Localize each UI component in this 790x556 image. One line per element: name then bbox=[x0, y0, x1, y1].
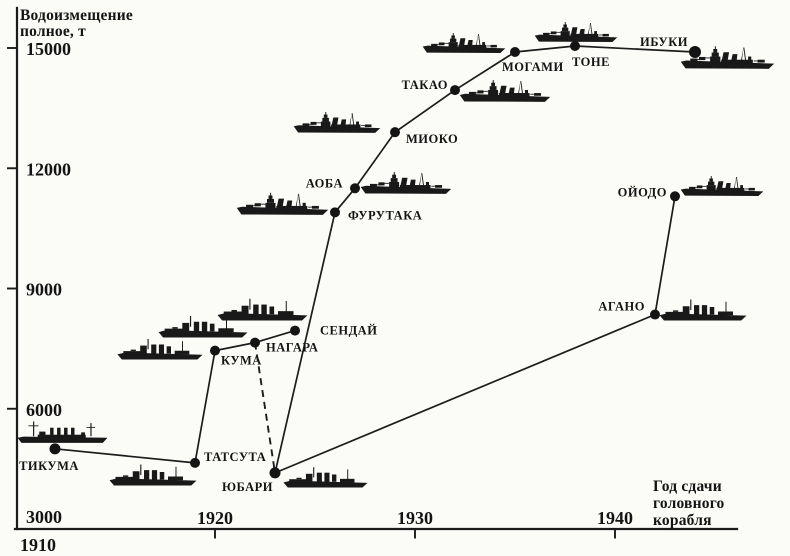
ship-silhouette-takao bbox=[459, 80, 551, 102]
point-label-nagara: НАГАРА bbox=[266, 341, 318, 355]
x-axis-title-line-2: головного bbox=[653, 495, 725, 512]
line-heavy-cruisers bbox=[274, 45, 696, 474]
point-label-yubari: ЮБАРИ bbox=[222, 480, 273, 494]
point-label-kuma: КУМА bbox=[221, 354, 262, 368]
point-dot-furutaka bbox=[330, 207, 340, 218]
point-label-furutaka: ФУРУТАКА bbox=[348, 208, 422, 222]
point-dot-mogami bbox=[510, 47, 520, 58]
ship-silhouette-yubari bbox=[283, 467, 368, 488]
x-axis-title-line-3: корабля bbox=[653, 512, 712, 529]
ships-layer bbox=[17, 22, 775, 488]
x-tick-label-1940: 1940 bbox=[597, 508, 633, 528]
axes-layer bbox=[13, 6, 739, 531]
point-dot-agano bbox=[650, 309, 660, 320]
line-early-light-cruisers bbox=[54, 329, 296, 464]
x-tick-label-1930: 1930 bbox=[397, 508, 433, 528]
point-label-aoba: АОБА bbox=[306, 176, 343, 190]
point-dot-takao bbox=[450, 85, 460, 96]
point-label-myoko: МИОКО bbox=[406, 132, 458, 146]
point-dot-aoba bbox=[350, 183, 360, 194]
point-dot-nagara bbox=[250, 337, 260, 348]
point-label-sendai: СЕНДАЙ bbox=[320, 324, 377, 338]
lines-layer bbox=[54, 45, 696, 474]
point-label-chikuma: ТИКУМА bbox=[19, 459, 79, 473]
y-axis-title-line-1: Водоизмещение bbox=[20, 7, 133, 24]
dots-layer bbox=[49, 40, 701, 479]
ship-silhouette-tone bbox=[534, 22, 618, 42]
point-label-oyodo: ОЙОДО bbox=[618, 185, 667, 199]
titles-layer: Водоизмещение полное, т Год сдачи головн… bbox=[20, 7, 725, 555]
ship-silhouette-chikuma bbox=[17, 421, 108, 443]
ship-silhouette-mogami bbox=[422, 33, 506, 53]
ship-silhouette-tatsuta bbox=[109, 464, 197, 486]
ship-silhouette-sendai bbox=[217, 298, 308, 321]
y-tick-label-15000: 15000 bbox=[26, 39, 71, 59]
y-tick-label-6000: 6000 bbox=[26, 400, 62, 420]
ship-silhouette-myoko bbox=[293, 112, 381, 133]
ship-silhouette-kuma bbox=[117, 339, 203, 360]
y-tick-label-12000: 12000 bbox=[26, 159, 71, 179]
x-origin-label: 1910 bbox=[20, 535, 56, 555]
point-dot-chikuma bbox=[49, 443, 61, 455]
y-tick-label-9000: 9000 bbox=[26, 280, 62, 300]
point-dot-kuma bbox=[210, 345, 220, 356]
ship-silhouette-furutaka bbox=[236, 192, 329, 215]
point-dot-sendai bbox=[290, 325, 300, 336]
point-label-mogami: МОГАМИ bbox=[502, 60, 564, 74]
x-axis-title-line-1: Год сдачи bbox=[653, 478, 722, 495]
point-label-tone: ТОНЕ bbox=[572, 55, 610, 69]
ticks-layer: 3000 6000 9000 12000 15000 1920 1930 1940 bbox=[7, 39, 633, 539]
y-axis-title-line-2: полное, т bbox=[20, 23, 86, 40]
ship-silhouette-oyodo bbox=[680, 176, 764, 196]
point-dot-ibuki bbox=[689, 46, 701, 59]
point-label-ibuki: ИБУКИ bbox=[640, 35, 688, 49]
point-dot-oyodo bbox=[670, 191, 680, 202]
ship-silhouette-aoba bbox=[360, 172, 452, 194]
point-label-agano: АГАНО bbox=[598, 300, 645, 314]
point-dot-tatsuta bbox=[190, 457, 200, 468]
line-nagara-yubari-link bbox=[254, 342, 276, 474]
x-tick-label-1920: 1920 bbox=[197, 508, 233, 528]
ship-silhouette-agano bbox=[659, 299, 747, 321]
point-label-tatsuta: ТАТСУТА bbox=[204, 450, 266, 464]
y-tick-label-3000: 3000 bbox=[26, 507, 62, 527]
point-label-takao: ТАКАО bbox=[402, 78, 448, 92]
point-dot-yubari bbox=[269, 467, 281, 479]
point-dot-tone bbox=[570, 40, 580, 51]
point-dot-myoko bbox=[390, 127, 400, 138]
